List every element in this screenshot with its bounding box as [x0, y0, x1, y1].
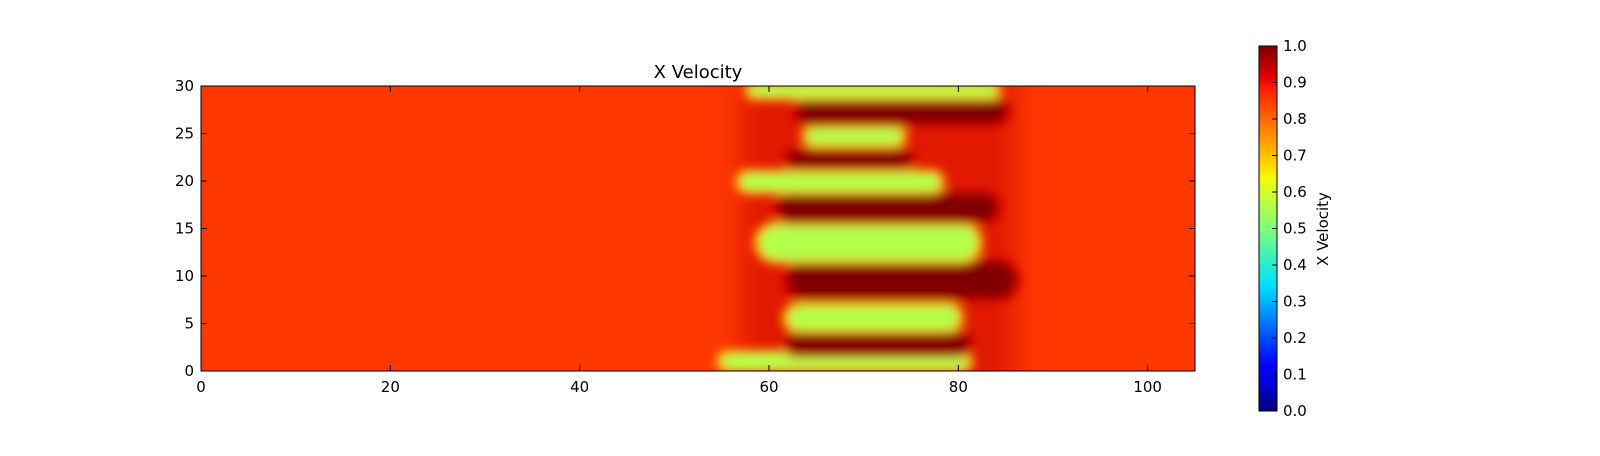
finger-streak [787, 151, 911, 167]
x-tick-label: 0 [196, 378, 206, 396]
finger-streak [750, 86, 997, 97]
y-axis: 0 5 10 15 20 25 30 [175, 77, 1195, 380]
colorbar-tick-label: 0.8 [1283, 110, 1307, 128]
x-tick-label: 40 [570, 378, 589, 396]
y-tick-label: 25 [175, 125, 194, 143]
y-tick-label: 15 [175, 220, 194, 238]
finger-layer [715, 86, 1022, 371]
heatmap-field [201, 86, 1195, 371]
y-tick-label: 5 [184, 315, 194, 333]
colorbar-tick-label: 0.1 [1283, 366, 1307, 384]
colorbar-tick-label: 0.5 [1283, 220, 1307, 238]
x-tick-label: 20 [381, 378, 400, 396]
colorbar-tick-label: 0.0 [1283, 402, 1307, 420]
finger-streak [787, 306, 959, 330]
colorbar-label: X Velocity [1314, 192, 1332, 266]
colorbar-tick-label: 0.9 [1283, 74, 1307, 92]
heatmap-background [201, 86, 1195, 371]
x-tick-label: 80 [949, 378, 968, 396]
finger-streak [787, 261, 1016, 298]
finger-streak [787, 333, 968, 354]
finger-streak [797, 100, 1006, 124]
colorbar-ticks: 0.0 0.1 0.2 0.3 0.4 0.5 0.6 0.7 0.8 0.9 1.0 [1272, 37, 1307, 420]
x-tick-label: 100 [1133, 378, 1162, 396]
y-tick-label: 20 [175, 172, 194, 190]
chart-title: X Velocity [654, 62, 743, 83]
colorbar-tick-label: 0.4 [1283, 256, 1307, 274]
colorbar-tick-label: 0.7 [1283, 147, 1307, 165]
colorbar-tick-label: 0.6 [1283, 183, 1307, 201]
finger-streak [806, 128, 902, 144]
finger-streak [740, 173, 940, 191]
finger-streak [778, 194, 997, 221]
x-tick-label: 60 [759, 378, 778, 396]
x-axis: 0 20 40 60 80 100 [196, 86, 1162, 396]
finger-streak [759, 225, 978, 260]
colorbar-tick-label: 0.3 [1283, 293, 1307, 311]
y-tick-label: 0 [184, 362, 194, 380]
colorbar-tick-label: 1.0 [1283, 37, 1307, 55]
y-tick-label: 30 [175, 77, 194, 95]
colorbar: 0.0 0.1 0.2 0.3 0.4 0.5 0.6 0.7 0.8 0.9 1.0 X Velo… [1258, 37, 1332, 420]
colorbar-tick-label: 0.2 [1283, 329, 1307, 347]
y-tick-label: 10 [175, 267, 194, 285]
